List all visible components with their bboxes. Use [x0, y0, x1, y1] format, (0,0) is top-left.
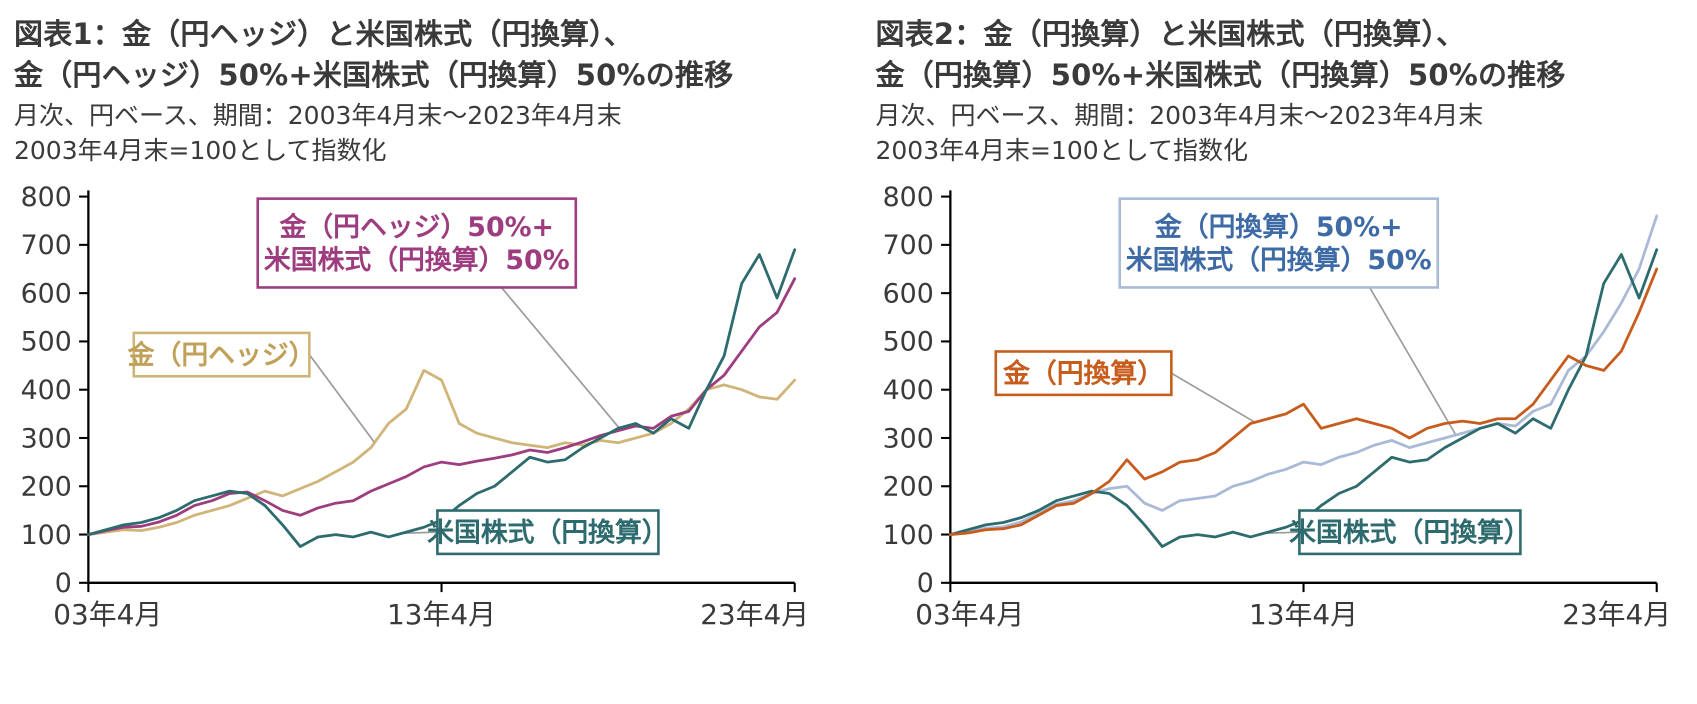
chart1-panel: 図表1：金（円ヘッジ）と米国株式（円換算）、 金（円ヘッジ）50%+米国株式（円…: [14, 14, 820, 704]
gold-legend-label: 金（円換算）: [1002, 358, 1164, 390]
series-line-combo-50-50: [86, 277, 797, 537]
y-tick-label: 200: [21, 472, 72, 503]
x-tick-label: 03年4月: [53, 598, 162, 631]
combo-leader-line: [500, 287, 620, 429]
combo-legend-box: [256, 197, 578, 290]
chart2-panel: 図表2：金（円換算）と米国株式（円換算）、 金（円換算）50%+米国株式（円換算…: [876, 14, 1682, 704]
series-line-gold-hedged: [86, 369, 797, 537]
x-tick-label: 03年4月: [915, 598, 1024, 631]
x-tick-label: 13年4月: [1249, 598, 1358, 631]
combo-legend-label: 米国株式（円換算）50%: [264, 244, 570, 276]
y-tick-label: 600: [21, 279, 72, 310]
chart2-canvas: 0 100 200 300 400 500 600 700 800 03年4月 13年4月 23年4月…: [882, 182, 1671, 631]
y-tick-label: 600: [882, 279, 933, 310]
chart1-subtitle: 月次、円ベース、期間：2003年4月末～2023年4月末 2003年4月末=10…: [14, 99, 820, 168]
chart2-title-line1: 図表2：金（円換算）と米国株式（円換算）、: [875, 17, 1466, 51]
y-tick-label: 700: [882, 231, 933, 262]
chart1-subtitle-line1: 月次、円ベース、期間：2003年4月末～2023年4月末: [14, 101, 622, 131]
chart2-subtitle: 月次、円ベース、期間：2003年4月末～2023年4月末 2003年4月末=10…: [876, 99, 1682, 168]
combo-legend-label: 金（円ヘッジ）50%+: [279, 211, 554, 243]
y-tick-label: 100: [21, 520, 72, 551]
y-tick-label: 0: [55, 568, 72, 599]
y-tick-label: 800: [882, 182, 933, 213]
combo-legend-box: [1117, 197, 1439, 290]
chart1-title-line2: 金（円ヘッジ）50%+米国株式（円換算）50%の推移: [14, 58, 734, 93]
gold-legend-box: [994, 350, 1173, 397]
chart1-canvas: 0 100 200 300 400 500 600 700 800 03年4月 13年4月 23年4月…: [21, 182, 810, 631]
combo-legend-label: 金（円換算）50%+: [1153, 211, 1402, 243]
combo-legend-label: 米国株式（円換算）50%: [1125, 244, 1431, 276]
chart2-title: 図表2：金（円換算）と米国株式（円換算）、 金（円換算）50%+米国株式（円換算…: [876, 14, 1682, 96]
chart1-title-line1: 図表1：金（円ヘッジ）と米国株式（円換算）、: [14, 17, 634, 51]
chart1-title: 図表1：金（円ヘッジ）と米国株式（円換算）、 金（円ヘッジ）50%+米国株式（円…: [14, 14, 820, 96]
y-tick-label: 400: [21, 375, 72, 406]
series-line-combo-50-50: [948, 214, 1658, 537]
series-line-gold-yen: [948, 267, 1658, 537]
combo-leader-line: [1368, 287, 1456, 435]
x-tick-label: 23年4月: [1562, 598, 1671, 631]
equity-legend-box: [436, 509, 660, 556]
equity-legend-label: 米国株式（円換算）: [1289, 517, 1530, 549]
y-tick-label: 400: [882, 375, 933, 406]
y-tick-label: 0: [916, 568, 933, 599]
chart2-subtitle-line1: 月次、円ベース、期間：2003年4月末～2023年4月末: [875, 101, 1484, 131]
series-line-us-equity: [948, 248, 1658, 549]
chart2-title-line2: 金（円換算）50%+米国株式（円換算）50%の推移: [875, 58, 1566, 93]
series-line-us-equity: [86, 248, 797, 549]
y-tick-label: 500: [882, 327, 933, 358]
gold-leader-line: [308, 354, 376, 444]
y-tick-label: 300: [882, 424, 933, 455]
x-tick-label: 23年4月: [700, 598, 809, 631]
chart2-subtitle-line2: 2003年4月末=100として指数化: [875, 135, 1248, 165]
y-tick-label: 200: [882, 472, 933, 503]
gold-legend-label: 金（円ヘッジ）: [127, 339, 316, 371]
x-tick-label: 13年4月: [387, 598, 496, 631]
y-tick-label: 800: [21, 182, 72, 213]
equity-legend-box: [1297, 509, 1522, 556]
y-tick-label: 700: [21, 231, 72, 262]
y-tick-label: 500: [21, 327, 72, 358]
equity-legend-label: 米国株式（円換算）: [427, 517, 668, 549]
gold-legend-box: [132, 331, 311, 378]
y-tick-label: 300: [21, 424, 72, 455]
chart1-subtitle-line2: 2003年4月末=100として指数化: [14, 135, 387, 165]
gold-leader-line: [1170, 372, 1254, 423]
y-tick-label: 100: [882, 520, 933, 551]
